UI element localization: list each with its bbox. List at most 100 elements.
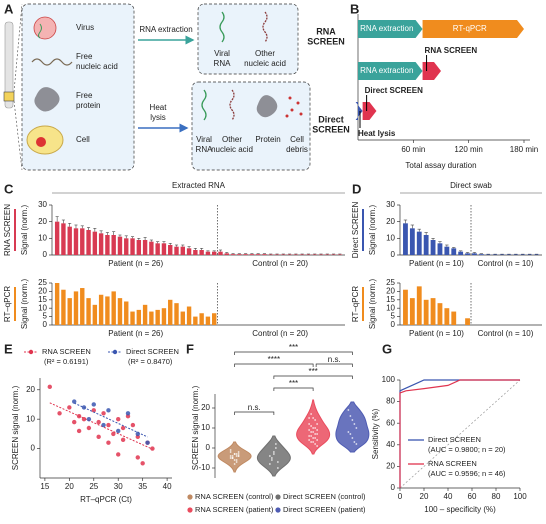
point [270,457,273,459]
point [349,415,352,417]
bar [409,228,415,255]
bar [193,250,198,255]
point [106,422,111,428]
point [312,427,315,429]
segment-label: RNA extraction [360,24,413,33]
bar [186,306,192,325]
bar [492,254,498,255]
reference-diagonal [399,379,521,489]
point [96,434,101,440]
bar [67,298,72,325]
point [308,423,311,425]
y-tick-label: 0 [391,250,396,259]
panel-label: G [382,341,392,356]
significance-bracket [234,363,314,367]
point [314,433,317,435]
legend-marker [275,494,281,500]
point [67,405,72,410]
bar [337,254,343,255]
point [347,409,350,411]
point [310,441,313,443]
bar [155,309,160,325]
point [355,443,358,445]
point [316,445,319,447]
y-axis-label: Signal (norm.) [20,279,29,330]
group-label: Patient (n = 26) [108,259,163,268]
point [135,431,140,437]
y-tick-label: 10 [26,414,35,423]
trend-line [74,402,148,438]
method-label: SCREEN [307,36,345,46]
bar [458,251,464,255]
y-tick-label: 25 [386,278,395,287]
point [229,451,232,453]
x-axis-label: Total assay duration [405,161,476,170]
point [76,414,82,419]
point [140,461,145,466]
point [106,440,111,445]
bar [205,316,211,325]
y-tick-label: 0 [391,320,396,329]
bar [451,248,457,255]
segment-label: RT-qPCR [453,24,487,33]
legend-marker [187,507,193,513]
bar [105,235,110,255]
method-label: RNA [316,26,336,36]
violin [256,435,291,477]
method-label: SCREEN [312,124,350,134]
point [308,435,311,437]
legend-note: (R² = 0.6191) [44,357,89,366]
point [101,411,106,416]
label: protein [76,101,100,110]
bar [416,231,422,255]
annotation: RNA SCREEN [425,46,478,55]
point [347,431,350,433]
y-tick-label: 0 [31,444,36,453]
bar [444,246,450,255]
y-tick-label: 80 [386,397,395,406]
legend-label: RNA SCREEN [42,347,91,356]
timeline-segment [355,102,363,120]
group-label: Patient (n = 10) [409,259,464,268]
bar [111,291,116,325]
y-axis-label: Signal (norm.) [368,279,377,330]
y-tick-label: 20 [26,385,35,394]
point [237,453,240,455]
bar [465,318,470,325]
y-tick-label: 20 [386,217,395,226]
group-label: Patient (n = 10) [409,329,464,338]
bar [193,316,198,325]
point [276,461,279,463]
point [101,422,106,428]
bar [180,246,185,255]
bar [199,313,204,325]
bar [403,223,408,255]
chart-title: Extracted RNA [172,181,226,190]
bar [111,235,116,255]
x-tick-label: 0 [398,492,403,501]
significance-label: *** [289,343,298,352]
bar [409,298,415,325]
y-tick-label: 0 [43,250,48,259]
timeline-segment [358,62,423,80]
panel-label: F [186,341,194,356]
bar [243,254,248,255]
legend-label: RNA SCREEN (control) [195,492,274,501]
point [91,408,96,413]
legend-label: Direct SCREEN (patient) [283,505,366,514]
point [57,411,62,416]
significance-label: *** [308,367,317,376]
bar [444,308,450,325]
x-tick-label: 120 min [454,145,482,154]
bar [174,303,179,325]
bar [274,254,280,255]
x-axis-label: 100 – specificity (%) [424,505,496,514]
y-tick-label: 10 [386,303,395,312]
bar [230,254,236,255]
significance-bracket [315,363,353,367]
side-label: RT–qPCR [351,286,360,323]
bar [262,254,267,255]
bar [161,308,167,325]
point [125,411,131,416]
